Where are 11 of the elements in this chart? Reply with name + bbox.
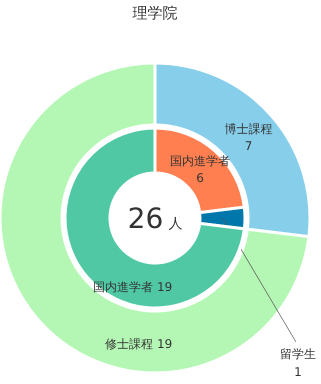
- data-label: 1: [294, 365, 302, 379]
- text: 26: [128, 202, 164, 235]
- chart-title: 理学院: [132, 4, 178, 22]
- data-label: 6: [196, 171, 204, 186]
- slice-label: 博士課程: [224, 122, 273, 136]
- data-label: 7: [244, 139, 252, 154]
- text: 人: [168, 216, 182, 232]
- slice-label: 留学生: [280, 347, 316, 361]
- data-label: 19: [157, 337, 172, 351]
- data-label: 19: [157, 280, 172, 294]
- slice-label: 修士課程: [105, 337, 153, 351]
